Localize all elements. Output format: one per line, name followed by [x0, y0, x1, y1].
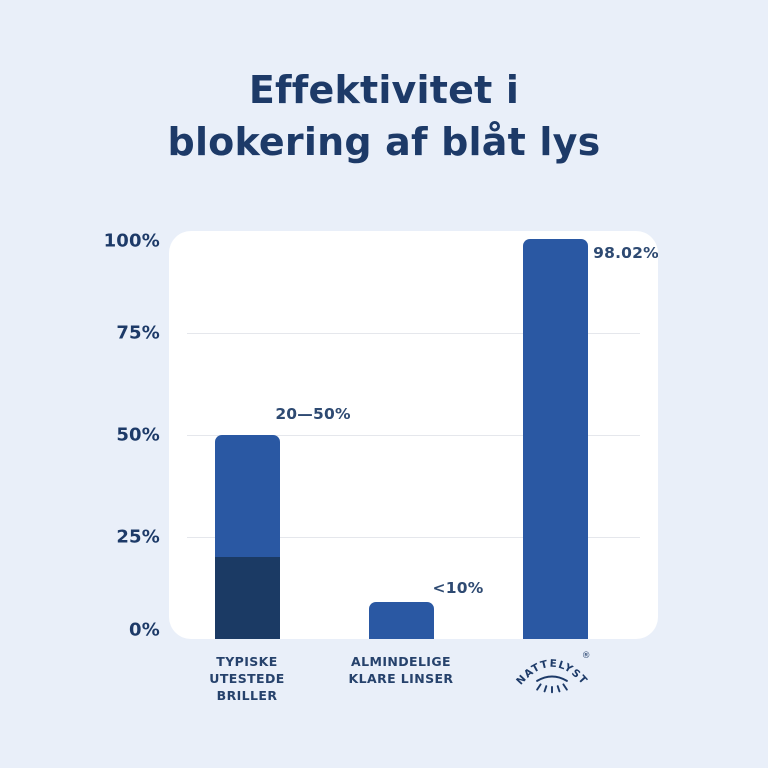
value-label-typiske-utestede-briller: 20—50%	[275, 405, 351, 423]
category-label-line: KLARE LINSER	[348, 671, 454, 686]
y-tick-label-50: 50%	[116, 424, 160, 446]
bar-segment-typiske-utestede-briller	[214, 435, 280, 558]
closed-eye-icon	[536, 675, 568, 694]
y-tick-label-25: 25%	[116, 526, 160, 548]
y-tick-label-0: 0%	[129, 619, 160, 641]
category-label-line: TYPISKE	[216, 654, 278, 669]
y-tick-label-75: 75%	[116, 322, 160, 344]
chart-title-line-1: Effektivitet i	[248, 68, 520, 112]
registered-trademark-icon: ®	[582, 651, 591, 661]
category-label-line: ALMINDELIGE	[351, 654, 451, 669]
chart-title-line-2: blokering af blåt lys	[167, 120, 601, 164]
bar-segment-typiske-utestede-briller	[214, 557, 280, 639]
value-label-almindelige-klare-linser: <10%	[432, 579, 484, 598]
nattelyst-logo-svg: NATTELYST ®	[514, 651, 591, 694]
chart-title: Effektivitet i blokering af blåt lys	[0, 64, 768, 168]
category-label-line: UTESTEDE	[209, 671, 285, 686]
nattelyst-logo: NATTELYST ®	[510, 644, 594, 706]
gridline-50	[187, 435, 640, 436]
nattelyst-logo-text: NATTELYST	[514, 658, 590, 688]
gridline-25	[187, 537, 640, 538]
chart-panel: 20—50% <10% 98.02%	[169, 231, 658, 639]
category-label-typiske-utestede-briller: TYPISKE UTESTEDE BRILLER	[209, 653, 284, 704]
bar-segment-almindelige-klare-linser	[368, 602, 434, 639]
category-label-line: BRILLER	[216, 688, 278, 703]
y-tick-label-100: 100%	[103, 230, 160, 252]
value-label-nattelyst: 98.02%	[593, 244, 658, 263]
category-label-almindelige-klare-linser: ALMINDELIGE KLARE LINSER	[349, 653, 454, 687]
bar-segment-nattelyst	[522, 239, 588, 639]
gridline-75	[187, 333, 640, 334]
